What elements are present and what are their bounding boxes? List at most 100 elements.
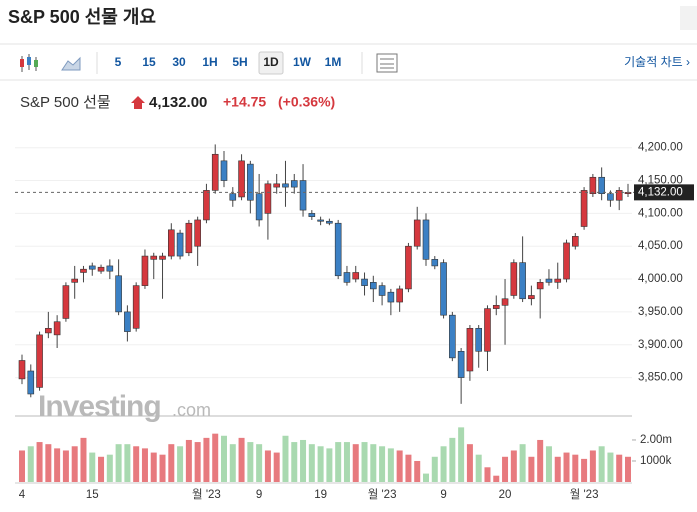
candle-body xyxy=(273,183,280,188)
candle-body xyxy=(475,328,482,352)
candle-body xyxy=(124,311,131,332)
indicator-icon[interactable] xyxy=(376,53,398,73)
candle-body xyxy=(80,268,87,273)
interval-selected xyxy=(258,51,284,75)
candle-body xyxy=(141,255,149,286)
y-tick-label: 4,200.00 xyxy=(638,142,683,154)
volume-bar xyxy=(89,452,96,482)
candle-body xyxy=(282,183,289,188)
y-tick-label: 3,900.00 xyxy=(638,339,683,351)
candle-body xyxy=(396,288,403,303)
volume-bar xyxy=(423,473,429,482)
volume-bar xyxy=(396,450,403,482)
candle-body xyxy=(607,193,614,201)
candle-body xyxy=(528,295,535,300)
volume-bar xyxy=(256,444,263,482)
candle-body xyxy=(580,190,588,227)
candle-body xyxy=(589,176,597,194)
change-pct: (+0.36%) xyxy=(278,94,335,110)
volume-bar xyxy=(545,446,552,482)
candle-body xyxy=(317,219,324,222)
volume-bar xyxy=(291,442,298,482)
volume-bar xyxy=(273,452,280,482)
candle-body xyxy=(431,259,439,267)
volume-bar xyxy=(71,446,78,482)
candle-body xyxy=(159,255,166,260)
volume-bar xyxy=(431,456,438,482)
volume-bar xyxy=(484,467,491,482)
x-tick-label: 월 '23 xyxy=(570,488,599,501)
candle-body xyxy=(203,190,210,221)
y-tick-label: 3,950.00 xyxy=(638,306,683,318)
interval-button[interactable]: 5 xyxy=(115,55,122,69)
candle-body xyxy=(352,272,360,280)
candle-body xyxy=(510,262,518,296)
interval-button[interactable]: 1M xyxy=(325,55,342,69)
volume-bar xyxy=(370,444,377,482)
candle-body xyxy=(62,285,70,319)
volume-bar xyxy=(300,439,307,482)
x-tick-label: 15 xyxy=(86,489,99,501)
volume-bar xyxy=(141,448,148,482)
volume-bar xyxy=(194,442,201,482)
candle-body xyxy=(440,262,447,316)
volume-bar xyxy=(528,456,535,482)
candle-body xyxy=(18,360,26,380)
candle-body xyxy=(150,255,158,260)
candle-body xyxy=(45,328,52,334)
candle-body xyxy=(615,190,623,201)
volume-bar xyxy=(589,450,596,482)
candle-body xyxy=(308,213,316,217)
interval-button[interactable]: 15 xyxy=(142,55,156,69)
candle-body xyxy=(361,278,368,286)
volume-bar xyxy=(361,442,368,482)
interval-button[interactable]: 30 xyxy=(172,55,186,69)
area-icon[interactable] xyxy=(61,56,81,71)
volume-bar xyxy=(264,450,271,482)
candle-body xyxy=(378,285,386,296)
interval-button[interactable]: 5H xyxy=(232,55,247,69)
interval-button[interactable]: 1H xyxy=(202,55,217,69)
x-tick-label: 4 xyxy=(19,489,26,501)
candle-body xyxy=(220,160,228,181)
volume-bar xyxy=(168,444,175,482)
volume-bar xyxy=(326,448,333,482)
volume-bar xyxy=(106,454,113,482)
tech-chart-link[interactable]: 기술적 차트 › xyxy=(624,55,690,69)
volume-bar xyxy=(308,444,315,482)
interval-button[interactable]: 1W xyxy=(293,55,312,69)
candle-body xyxy=(422,219,430,260)
candle-body xyxy=(492,305,500,309)
candle-body xyxy=(53,321,61,336)
candle-body xyxy=(211,153,219,191)
volume-bar xyxy=(185,439,192,482)
volume-bar xyxy=(159,454,166,482)
volume-bar xyxy=(440,446,447,482)
volume-bar xyxy=(45,444,52,482)
volume-tick-label: 2.00m xyxy=(640,434,672,446)
volume-bar xyxy=(537,439,544,482)
volume-bar xyxy=(212,433,219,482)
side-button[interactable] xyxy=(680,6,697,30)
candle-body xyxy=(598,176,605,194)
volume-bar xyxy=(510,450,517,482)
volume-bar xyxy=(177,446,184,482)
volume-bar xyxy=(519,444,526,482)
candle-body xyxy=(563,242,570,280)
interval-button[interactable]: 1D xyxy=(263,55,279,69)
candle-icon[interactable] xyxy=(20,54,38,72)
x-tick-label: 월 '23 xyxy=(368,488,397,501)
candle-body xyxy=(264,183,272,214)
y-tick-label: 4,100.00 xyxy=(638,207,683,219)
candle-body xyxy=(97,266,105,272)
candle-body xyxy=(168,229,175,257)
candle-body xyxy=(229,193,237,201)
candle-body xyxy=(185,222,193,254)
volume-bar xyxy=(238,437,245,482)
candle-body xyxy=(334,222,342,277)
candle-body xyxy=(343,272,351,283)
watermark: .com xyxy=(172,400,211,420)
candle-body xyxy=(554,278,562,283)
candle-body xyxy=(370,282,377,290)
volume-bar xyxy=(317,446,324,482)
